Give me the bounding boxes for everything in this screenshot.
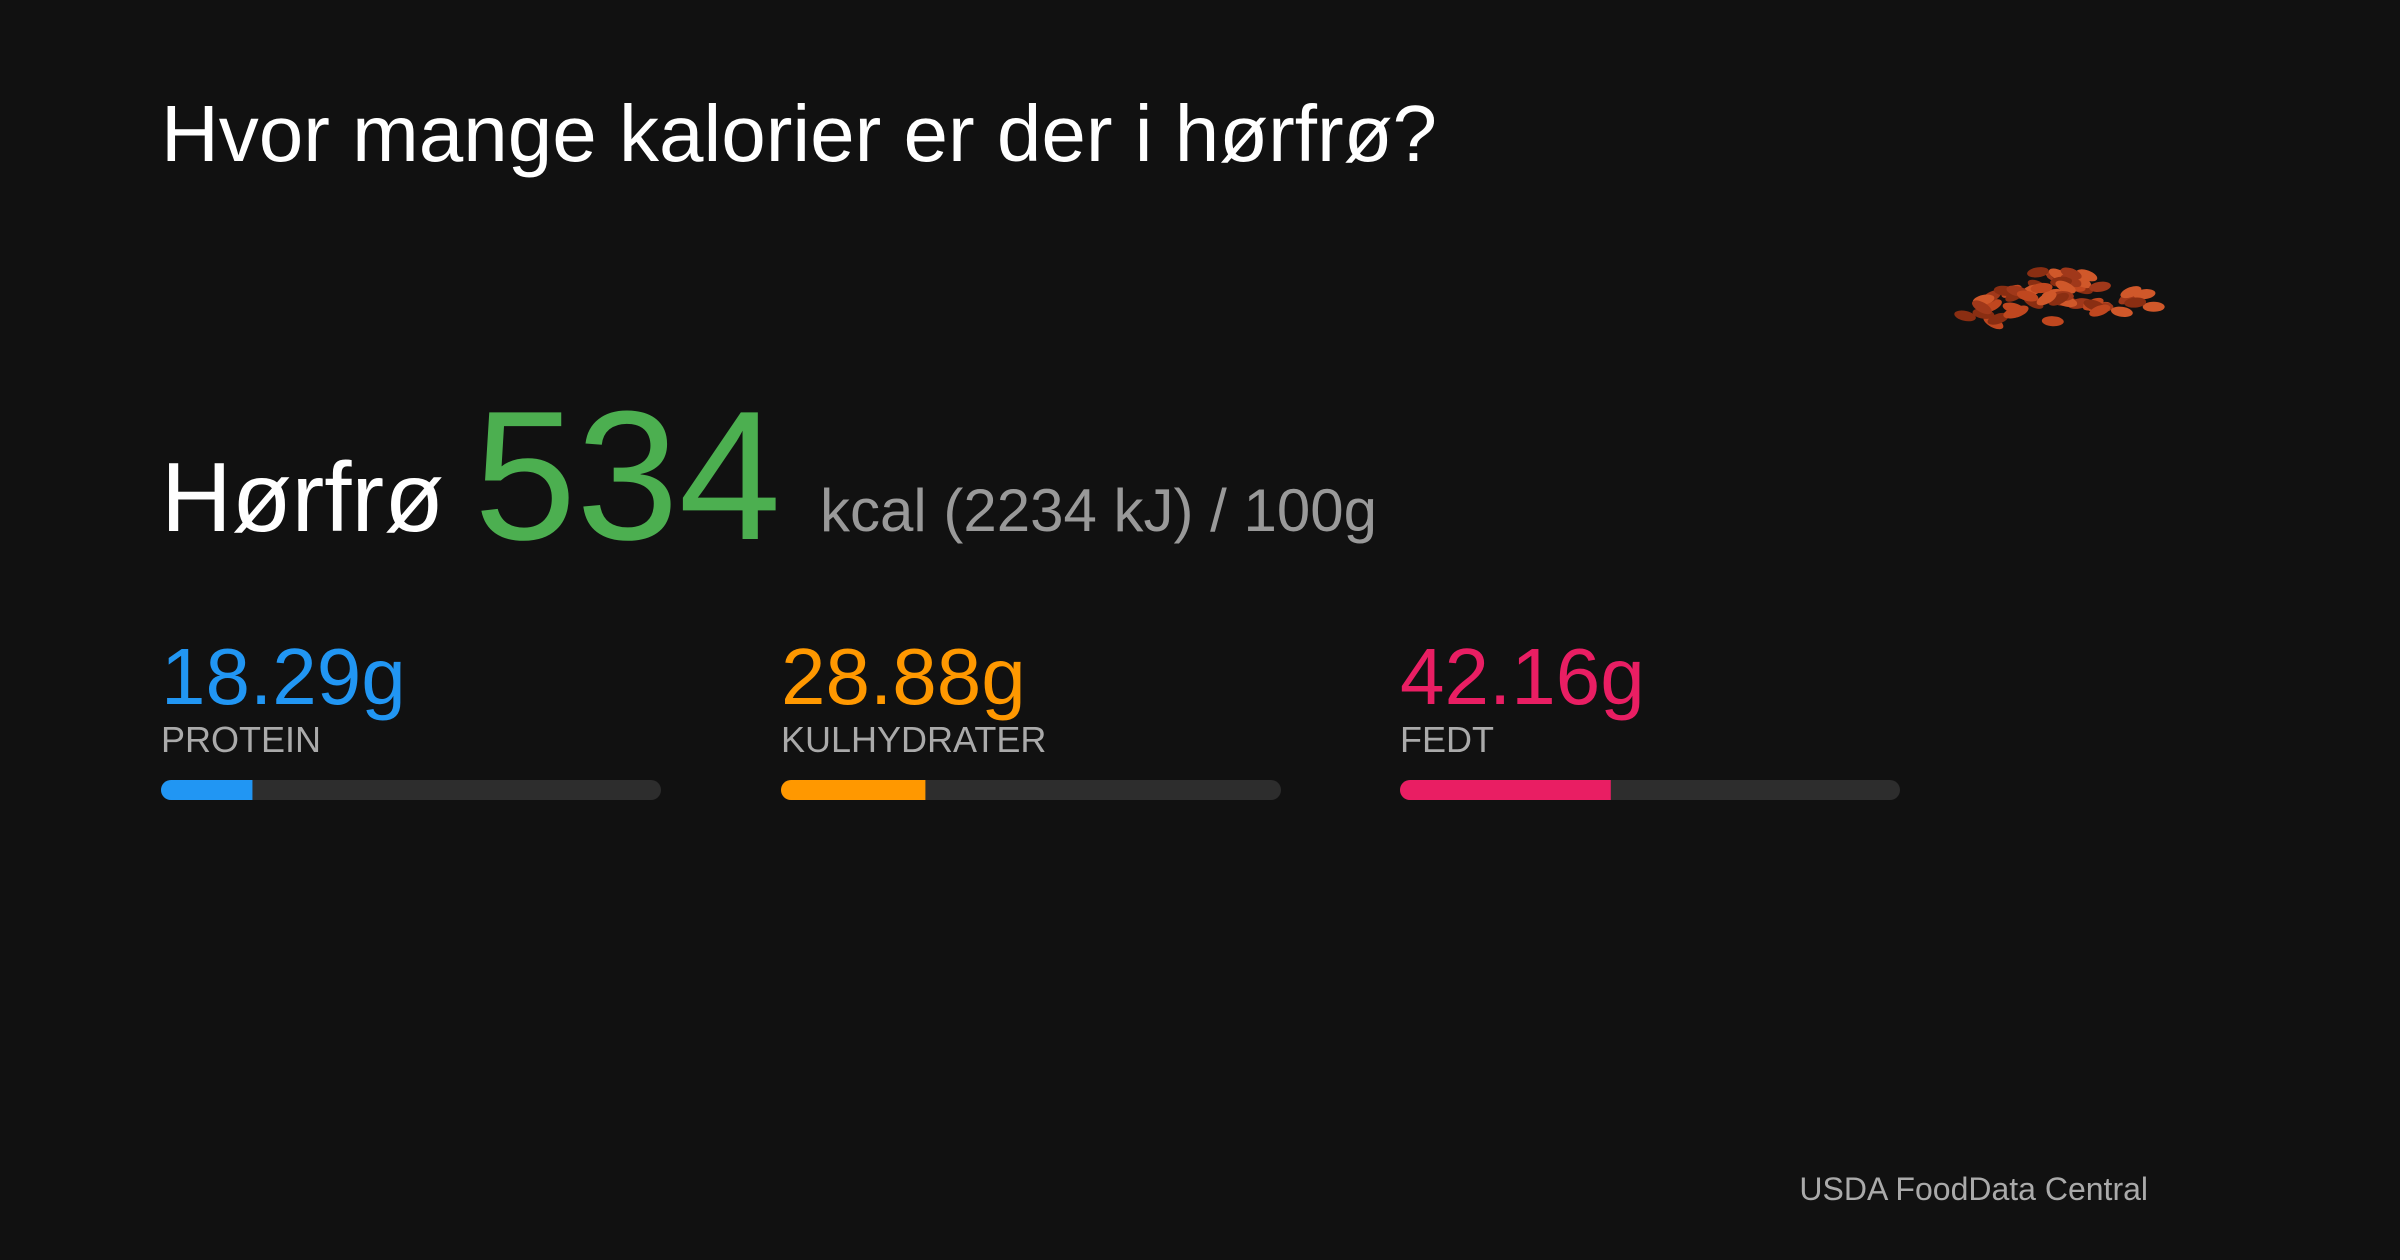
seed	[2016, 290, 2039, 302]
macro-name: FEDT	[1400, 719, 1494, 760]
seed	[2120, 286, 2142, 299]
bar-fill	[161, 780, 253, 800]
seed	[1971, 300, 1992, 315]
seed	[2124, 297, 2147, 308]
seed	[2110, 306, 2133, 317]
seed	[2048, 292, 2069, 306]
seed	[2089, 304, 2111, 317]
title: Hvor mange kalorier er der i hørfrø?	[161, 89, 1437, 178]
seed	[2060, 267, 2082, 280]
seed	[1954, 310, 1976, 322]
bar-fill	[1400, 780, 1611, 800]
seed	[2041, 316, 2064, 327]
seed	[2076, 269, 2098, 282]
seed	[2036, 291, 2057, 306]
macro-name: PROTEIN	[161, 719, 321, 760]
seed	[2089, 281, 2111, 292]
seed	[2027, 267, 2049, 278]
macro-name: KULHYDRATER	[781, 719, 1046, 760]
macro-value: 18.29g	[161, 632, 406, 721]
calories: 534	[474, 372, 781, 578]
food-name: Hørfrø	[161, 442, 444, 552]
seed	[2055, 280, 2076, 294]
calorie-unit: kcal (2234 kJ) / 100g	[820, 477, 1377, 544]
bar-fill	[781, 780, 926, 800]
source: USDA FoodData Central	[1799, 1171, 2148, 1207]
bar-track	[161, 780, 661, 800]
seed-image	[1954, 267, 2165, 330]
macro-value: 28.88g	[781, 632, 1026, 721]
seed	[2142, 301, 2165, 312]
seed	[2030, 282, 2053, 294]
macro-value: 42.16g	[1400, 632, 1645, 721]
seed	[2003, 307, 2025, 319]
